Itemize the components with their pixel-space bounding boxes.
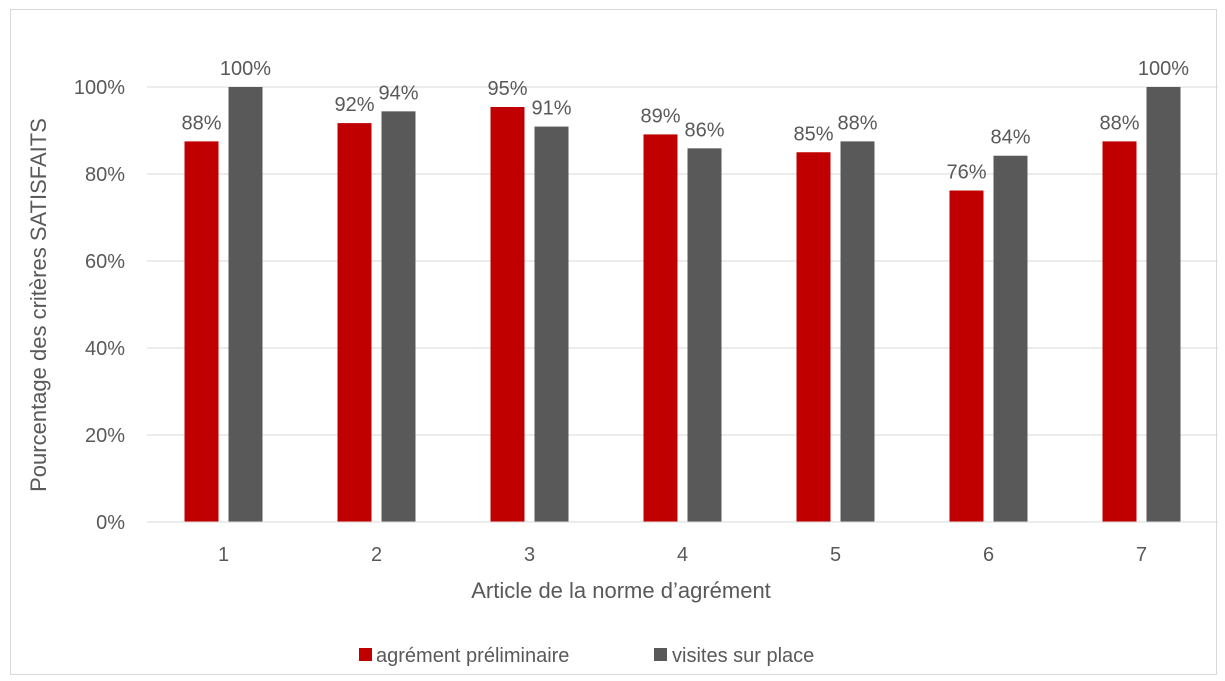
bar-visites-sur-place-6	[993, 155, 1028, 523]
y-tick-label: 80%	[85, 164, 125, 186]
bar-agrement-preliminaire-2	[337, 123, 372, 522]
x-tick-label: 7	[1136, 544, 1147, 566]
y-tick-label: 100%	[74, 77, 125, 99]
y-tick-label: 0%	[96, 512, 125, 534]
data-label-visites-sur-place-2: 94%	[378, 82, 418, 104]
bar-agrement-preliminaire-4	[643, 134, 678, 522]
x-axis-title: Article de la norme d’agrément	[471, 578, 771, 603]
bar-agrement-preliminaire-1	[184, 141, 219, 522]
bar-visites-sur-place-2	[381, 111, 416, 523]
bar-agrement-preliminaire-7	[1102, 141, 1137, 522]
x-tick-label: 5	[830, 544, 841, 566]
y-tick-label: 40%	[85, 338, 125, 360]
bar-agrement-preliminaire-6	[949, 190, 984, 522]
x-tick-label: 1	[218, 544, 229, 566]
x-axis-ticks: 1 2 3 4 5 6 7	[218, 544, 1147, 566]
bar-agrement-preliminaire-3	[490, 107, 525, 522]
y-axis-title: Pourcentage des critères SATISFAITS	[26, 118, 51, 492]
data-label-visites-sur-place-6: 84%	[990, 127, 1030, 149]
x-tick-label: 3	[524, 544, 535, 566]
data-label-visites-sur-place-3: 91%	[531, 98, 571, 120]
data-label-visites-sur-place-5: 88%	[837, 112, 877, 134]
data-label-agrement-preliminaire-6: 76%	[946, 162, 986, 184]
x-tick-label: 4	[677, 544, 688, 566]
y-tick-label: 20%	[85, 425, 125, 447]
bar-visites-sur-place-3	[534, 126, 569, 523]
legend-label-agrement-preliminaire: agrément préliminaire	[376, 645, 569, 667]
bar-visites-sur-place-5	[840, 141, 875, 522]
legend-swatch-visites-sur-place	[654, 648, 667, 661]
legend-swatch-agrement-preliminaire	[359, 648, 372, 661]
data-label-agrement-preliminaire-5: 85%	[793, 123, 833, 145]
y-axis-ticks: 0% 20% 40% 60% 80% 100%	[74, 77, 125, 534]
legend: agrément préliminaire visites sur place	[359, 645, 814, 667]
bar-visites-sur-place-4	[687, 148, 722, 522]
data-label-visites-sur-place-4: 86%	[684, 119, 724, 141]
bar-visites-sur-place-1	[228, 87, 263, 522]
y-tick-label: 60%	[85, 251, 125, 273]
data-labels: 88% 92% 95% 89% 85% 76% 88% 100% 94% 91% 86% 88% 84%…	[181, 58, 1189, 184]
bar-agrement-preliminaire-5	[796, 152, 831, 522]
bar-visites-sur-place-7	[1146, 87, 1181, 522]
data-label-visites-sur-place-1: 100%	[220, 58, 271, 80]
x-tick-label: 6	[983, 544, 994, 566]
bars	[184, 87, 1181, 523]
data-label-visites-sur-place-7: 100%	[1138, 58, 1189, 80]
data-label-agrement-preliminaire-2: 92%	[334, 94, 374, 116]
x-tick-label: 2	[371, 544, 382, 566]
legend-label-visites-sur-place: visites sur place	[672, 645, 814, 667]
data-label-agrement-preliminaire-4: 89%	[640, 105, 680, 127]
data-label-agrement-preliminaire-1: 88%	[181, 112, 221, 134]
gridlines	[147, 86, 1218, 436]
data-label-agrement-preliminaire-7: 88%	[1099, 112, 1139, 134]
data-label-agrement-preliminaire-3: 95%	[487, 78, 527, 100]
